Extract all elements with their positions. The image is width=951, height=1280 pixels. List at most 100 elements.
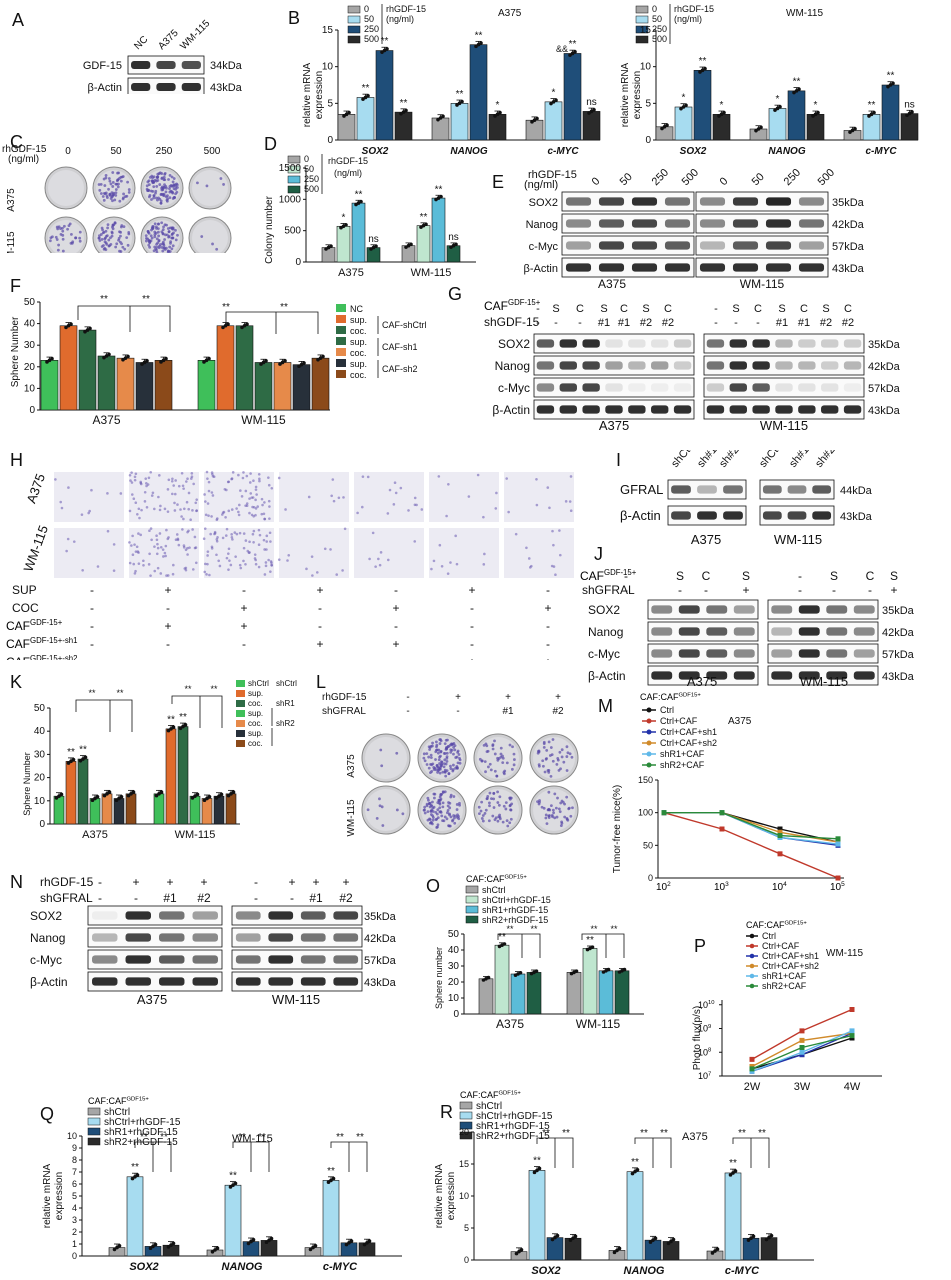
data-point (88, 326, 92, 331)
panel-letter-j: J (594, 544, 603, 564)
band (631, 219, 658, 228)
band (798, 627, 820, 636)
data-point (479, 41, 483, 45)
bar (358, 1242, 376, 1257)
colony (445, 746, 448, 749)
colony (162, 246, 166, 250)
colony (380, 805, 384, 809)
data-point (231, 790, 236, 794)
colony (196, 181, 199, 185)
legend-unit: rhGDF-15 (328, 156, 368, 166)
bar (768, 108, 787, 141)
colony (488, 804, 491, 808)
colony (147, 243, 151, 247)
colony (497, 803, 501, 807)
legend-swatch (635, 35, 649, 44)
data-point (715, 1247, 720, 1251)
colony (491, 744, 495, 747)
colony (428, 748, 432, 751)
colony (425, 763, 429, 766)
bar (528, 1170, 546, 1261)
lane-value: S (676, 569, 684, 583)
y-tick-label: 20 (24, 362, 36, 373)
colony (512, 763, 516, 767)
row-label: β-Actin (588, 669, 626, 683)
migrated-cell (440, 564, 444, 568)
colony (456, 750, 459, 754)
lane-value: - (714, 303, 718, 315)
significance-label: ** (79, 745, 87, 756)
series-point (749, 1066, 755, 1072)
migrated-cell (134, 501, 138, 505)
legend-label: Ctrl (660, 705, 674, 715)
migrated-cell (252, 540, 255, 544)
series-point (835, 875, 841, 881)
bar (292, 364, 311, 411)
colony (161, 249, 165, 253)
colony (547, 807, 551, 811)
band (300, 955, 326, 964)
group-label: SOX2 (129, 1261, 158, 1273)
migrated-cell (252, 529, 256, 533)
legend-label: shR2+rhGDF-15 (476, 1131, 550, 1142)
migrated-cell (546, 486, 550, 489)
bracket-label: ** (738, 1128, 746, 1139)
band (729, 405, 747, 414)
migrated-cell (172, 484, 175, 487)
data-point (385, 47, 389, 51)
bracket-label: ** (258, 1132, 266, 1143)
significance-label: ** (355, 189, 363, 200)
y-label: expression (632, 71, 643, 119)
legend-marker (646, 740, 652, 746)
colony (164, 184, 168, 188)
kda-label: 35kDa (868, 339, 901, 351)
colony (542, 764, 545, 768)
legend-marker (749, 973, 755, 979)
band (853, 627, 875, 636)
data-point (606, 967, 611, 972)
migrated-cell (187, 491, 191, 495)
bracket-label: ** (590, 924, 598, 934)
migrated-cell (507, 510, 510, 514)
migrated-cell (341, 569, 344, 572)
data-point (816, 110, 820, 115)
colony (433, 766, 437, 770)
lane-label: sh#1 (695, 450, 720, 470)
group-label: NANOG (768, 146, 805, 157)
lane-value: #1 (798, 317, 810, 329)
lane-value: - (98, 891, 102, 905)
group-label: c-MYC (865, 146, 897, 157)
treatment-value: - (394, 655, 398, 660)
migrated-cell (88, 509, 91, 513)
migrated-cell (165, 528, 168, 532)
legend-title: CAF:CAFGDF15+ (88, 1096, 149, 1106)
y-tick-label: 40 (24, 319, 36, 330)
data-point (518, 971, 523, 975)
migrated-cell (159, 572, 163, 575)
legend-swatch (336, 370, 346, 378)
colony (447, 824, 451, 828)
panel-q-chart: CAF:CAFGDF15+shCtrlshCtrl+rhGDF-15shR1+r… (42, 1096, 402, 1273)
migrated-cell (185, 480, 188, 483)
migrated-cell (240, 495, 244, 498)
sig-bracket (75, 699, 133, 732)
kda-label: 42kDa (832, 219, 865, 231)
bar (662, 1241, 680, 1261)
colony (211, 242, 214, 246)
migrated-cell (128, 541, 131, 544)
bar (546, 1237, 564, 1261)
colony (145, 184, 149, 188)
colony (438, 767, 442, 771)
kda-label: 42kDa (868, 361, 901, 373)
row-label: β-Actin (524, 263, 558, 275)
row-label: WM-115 (6, 231, 17, 253)
band (631, 197, 658, 206)
blot-row-frame (695, 257, 829, 278)
y-tick-label: 5 (327, 98, 333, 109)
colony (114, 188, 118, 191)
colony (496, 801, 500, 804)
data-point (308, 1247, 313, 1252)
y-tick-label: 500 (284, 226, 301, 237)
band (706, 405, 725, 414)
colony (147, 239, 151, 242)
